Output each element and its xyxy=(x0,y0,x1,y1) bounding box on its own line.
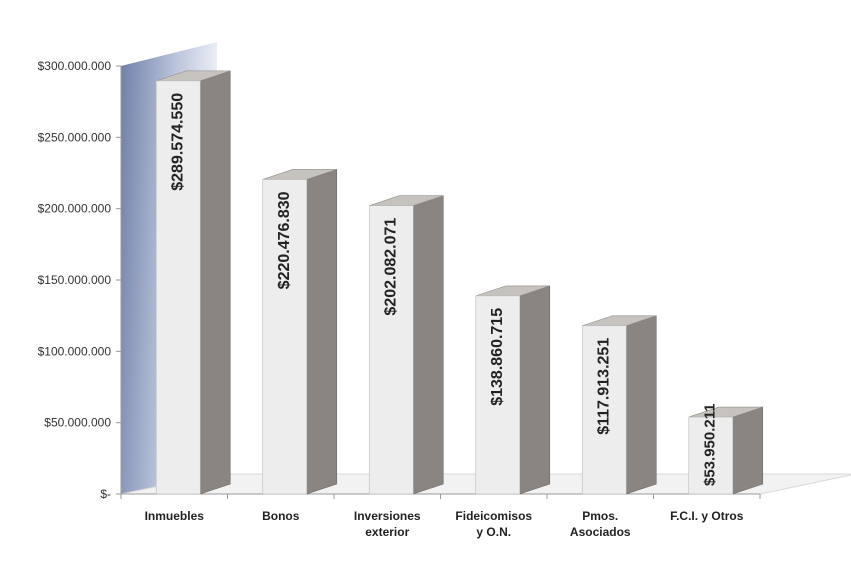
bar-value-label: $138.860.715 xyxy=(489,308,506,406)
bar-value-label: $202.082.071 xyxy=(382,218,399,316)
bar-value-label: $289.574.550 xyxy=(169,93,186,191)
y-tick-label: $200.000.000 xyxy=(38,202,112,216)
bar-side xyxy=(412,195,444,495)
bar-front xyxy=(368,205,414,495)
bar-4: $138.860.715 xyxy=(475,285,551,495)
category-label: Fideicomisos y O.N. xyxy=(455,509,532,539)
category-label: Inversiones exterior xyxy=(354,509,421,539)
y-tick-label: $50.000.000 xyxy=(44,416,111,430)
category-label: F.C.I. y Otros xyxy=(670,509,744,523)
category-label: Pmos. Asociados xyxy=(570,509,631,539)
bar-front xyxy=(262,179,308,495)
bar-side xyxy=(306,169,338,495)
bar-side xyxy=(625,315,657,495)
bar-6: $53.950.211 xyxy=(688,403,764,495)
bar-value-label: $117.913.251 xyxy=(595,338,612,435)
bar-front xyxy=(475,295,521,495)
category-label: Bonos xyxy=(262,509,300,523)
bar-2: $220.476.830 xyxy=(262,169,338,495)
bar-1: $289.574.550 xyxy=(155,70,231,495)
bar-front xyxy=(688,416,734,495)
bar-side xyxy=(732,406,764,495)
bar-value-label: $220.476.830 xyxy=(276,191,293,289)
bar-3: $202.082.071 xyxy=(368,195,444,495)
bar-side xyxy=(199,70,231,495)
bar-side xyxy=(519,285,551,495)
bar-front xyxy=(155,80,201,495)
y-tick-label: $150.000.000 xyxy=(38,273,112,287)
y-tick-label: $100.000.000 xyxy=(38,344,112,358)
bar-front xyxy=(581,325,627,495)
bar-value-label: $53.950.211 xyxy=(702,403,719,486)
category-label: Inmuebles xyxy=(145,509,205,523)
bar-5: $117.913.251 xyxy=(581,315,657,495)
y-tick-label: $250.000.000 xyxy=(38,130,112,144)
y-tick-label: $- xyxy=(100,487,111,501)
y-tick-label: $300.000.000 xyxy=(38,59,112,73)
